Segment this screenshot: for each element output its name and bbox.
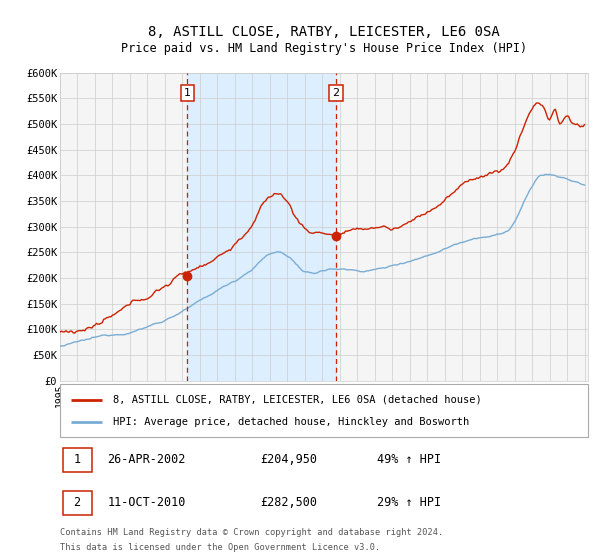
- Text: Contains HM Land Registry data © Crown copyright and database right 2024.: Contains HM Land Registry data © Crown c…: [60, 528, 443, 536]
- Text: 49% ↑ HPI: 49% ↑ HPI: [377, 454, 441, 466]
- Text: £282,500: £282,500: [260, 496, 317, 510]
- Text: 29% ↑ HPI: 29% ↑ HPI: [377, 496, 441, 510]
- Bar: [187, 73, 336, 381]
- Text: 8, ASTILL CLOSE, RATBY, LEICESTER, LE6 0SA (detached house): 8, ASTILL CLOSE, RATBY, LEICESTER, LE6 0…: [113, 395, 482, 404]
- FancyBboxPatch shape: [62, 448, 92, 472]
- Text: 1: 1: [184, 88, 191, 98]
- FancyBboxPatch shape: [60, 384, 588, 437]
- Text: 8, ASTILL CLOSE, RATBY, LEICESTER, LE6 0SA: 8, ASTILL CLOSE, RATBY, LEICESTER, LE6 0…: [148, 25, 500, 39]
- Text: 11-OCT-2010: 11-OCT-2010: [107, 496, 186, 510]
- Text: £204,950: £204,950: [260, 454, 317, 466]
- Text: 1: 1: [73, 454, 80, 466]
- Text: 2: 2: [73, 496, 80, 510]
- Text: This data is licensed under the Open Government Licence v3.0.: This data is licensed under the Open Gov…: [60, 543, 380, 552]
- Text: Price paid vs. HM Land Registry's House Price Index (HPI): Price paid vs. HM Land Registry's House …: [121, 42, 527, 55]
- Text: HPI: Average price, detached house, Hinckley and Bosworth: HPI: Average price, detached house, Hinc…: [113, 417, 469, 427]
- Text: 26-APR-2002: 26-APR-2002: [107, 454, 186, 466]
- Text: 2: 2: [332, 88, 340, 98]
- FancyBboxPatch shape: [62, 491, 92, 515]
